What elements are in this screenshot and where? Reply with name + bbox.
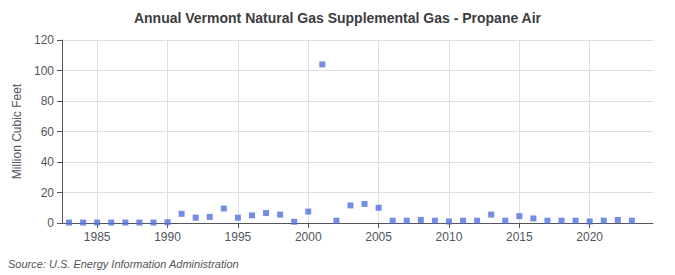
svg-text:80: 80	[41, 94, 55, 108]
svg-text:2015: 2015	[506, 230, 533, 244]
svg-text:60: 60	[41, 125, 55, 139]
svg-text:Source: U.S. Energy Informatio: Source: U.S. Energy Information Administ…	[8, 258, 239, 270]
svg-text:2005: 2005	[365, 230, 392, 244]
svg-text:2010: 2010	[436, 230, 463, 244]
svg-text:40: 40	[41, 155, 55, 169]
svg-text:2000: 2000	[295, 230, 322, 244]
svg-text:1985: 1985	[84, 230, 111, 244]
svg-text:1990: 1990	[154, 230, 181, 244]
svg-text:20: 20	[41, 186, 55, 200]
svg-text:1995: 1995	[225, 230, 252, 244]
svg-text:Million Cubic Feet: Million Cubic Feet	[10, 83, 24, 179]
svg-text:2020: 2020	[576, 230, 603, 244]
svg-text:Annual Vermont Natural Gas Sup: Annual Vermont Natural Gas Supplemental …	[134, 10, 542, 26]
svg-text:0: 0	[47, 216, 54, 230]
svg-text:120: 120	[34, 33, 54, 47]
svg-text:100: 100	[34, 64, 54, 78]
